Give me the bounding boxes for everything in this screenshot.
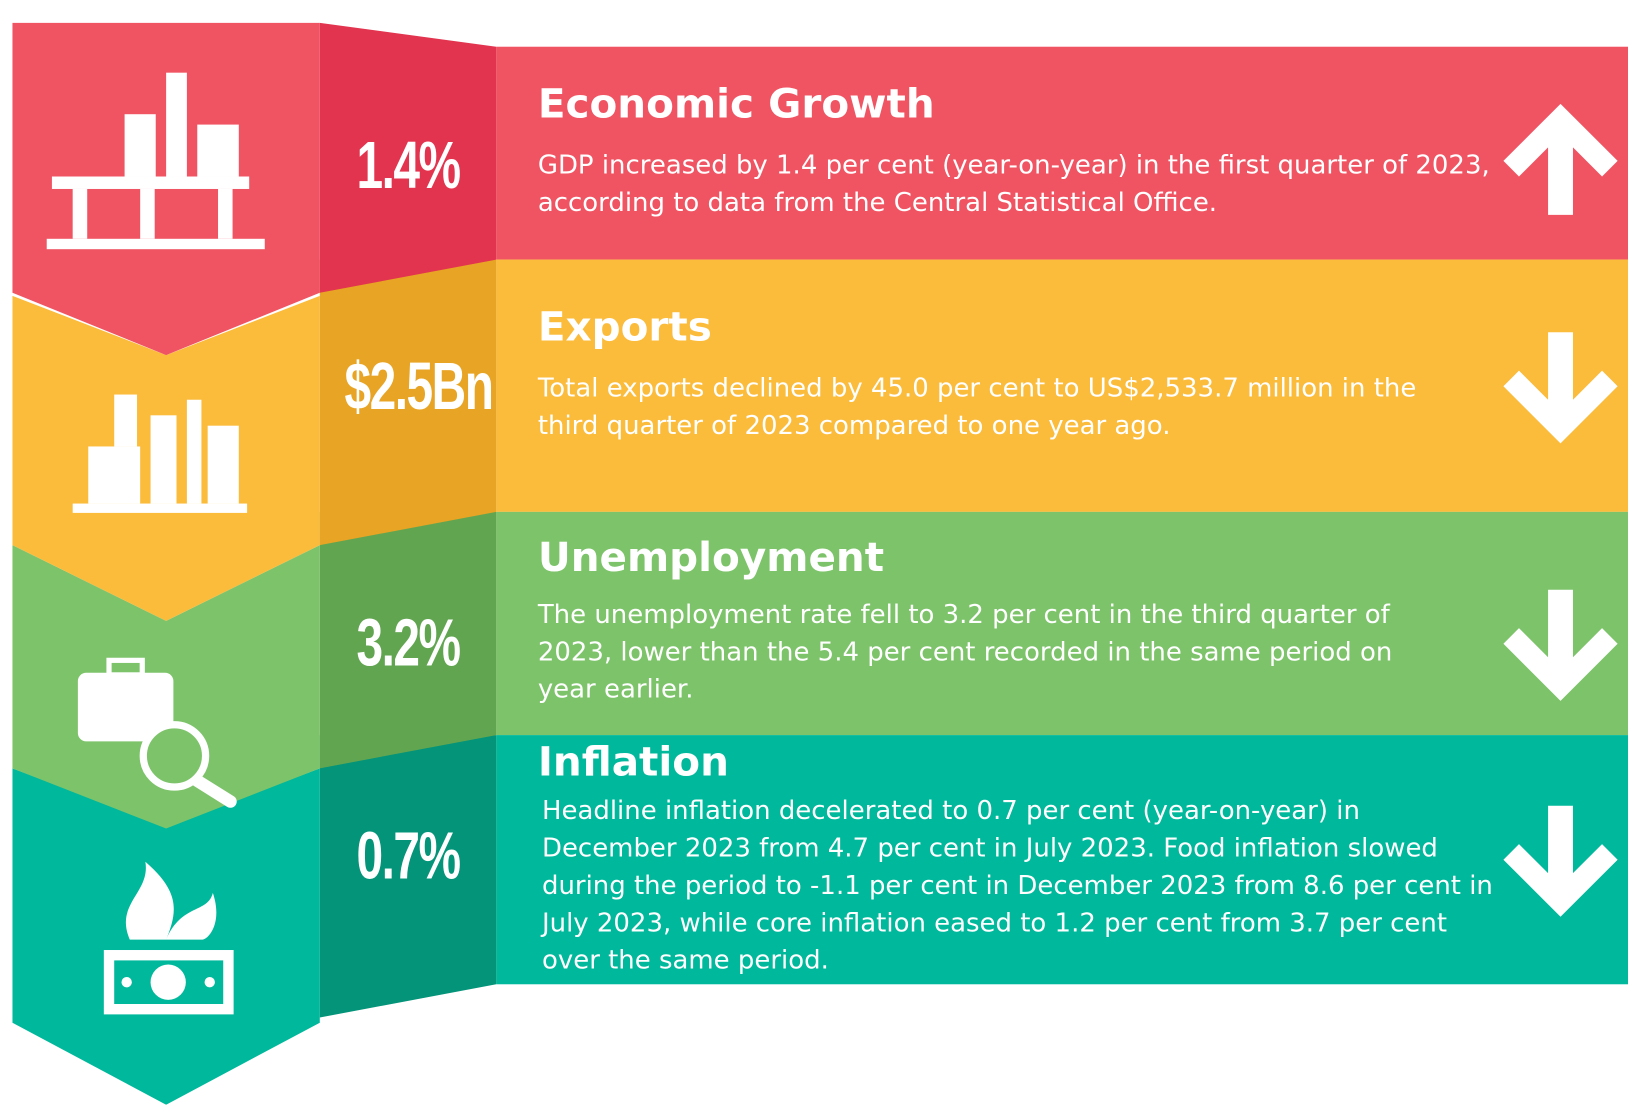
value: 3.2%	[356, 605, 462, 681]
value: $2.5Bn	[344, 348, 493, 424]
trend-arrow	[1503, 589, 1618, 701]
panel-exports	[496, 259, 1628, 512]
trend-arrow	[1503, 103, 1618, 215]
icon-job-search	[77, 657, 237, 808]
trend-arrow	[1503, 805, 1618, 917]
description: The unemployment rate fell to 3.2 per ce…	[537, 599, 1393, 704]
title: Exports	[537, 304, 712, 351]
value-band	[319, 511, 497, 769]
value: 0.7%	[356, 818, 462, 893]
description: Headline inflation decelerated to 0.7 pe…	[541, 795, 1493, 975]
panel-growth	[496, 46, 1628, 260]
description: Total exports declined by 45.0 per cent …	[537, 372, 1417, 441]
title: Inflation	[537, 739, 729, 786]
icon-refinery	[72, 394, 248, 513]
title: Economic Growth	[537, 80, 935, 128]
value-band	[319, 22, 497, 293]
value-band	[319, 259, 497, 546]
trend-arrow	[1503, 332, 1618, 444]
panel-inflation	[496, 735, 1628, 985]
icon-oil-rig	[46, 72, 265, 250]
value: 1.4%	[356, 127, 462, 203]
icon-money-fire	[103, 861, 234, 1015]
title: Unemployment	[537, 534, 885, 582]
value-band	[319, 735, 497, 1018]
description: GDP increased by 1.4 per cent (year-on-y…	[537, 149, 1490, 217]
panel-unemployment	[496, 511, 1628, 736]
